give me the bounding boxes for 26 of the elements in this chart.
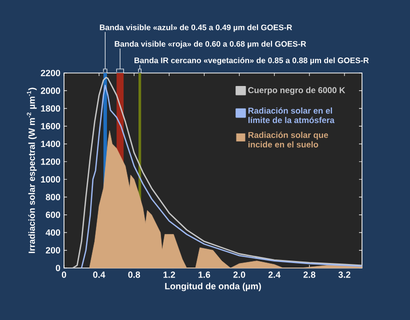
legend-label: Cuerpo negro de 6000 K: [248, 86, 346, 95]
y-tick-label: 1600: [41, 123, 60, 130]
x-tick-label: 0.8: [128, 272, 140, 278]
legend-label: Radiación solar en el límite de la atmósfera: [248, 107, 335, 124]
y-tick-label: 800: [46, 194, 60, 200]
y-tick-label: 1000: [41, 176, 60, 183]
x-tick-label: 2.0: [233, 272, 246, 278]
legend-label: Radiación solar que incide en el suelo: [248, 132, 328, 148]
x-tick-label: 3.2: [338, 272, 350, 278]
x-axis-title: Longitud de onda (µm): [165, 282, 261, 292]
y-tick-label: 400: [46, 229, 60, 236]
y-tick-label: 2200: [40, 70, 60, 76]
y-tick-label: 0: [56, 264, 60, 272]
x-tick-label: 0: [62, 272, 66, 278]
x-tick-label: 2.8: [303, 272, 316, 278]
y-tick-label: 1200: [41, 158, 60, 165]
x-tick-label: 1.6: [198, 272, 210, 278]
y-tick-label: 200: [46, 247, 60, 254]
x-tick-label: 2.4: [268, 272, 281, 278]
y-tick-label: 1800: [41, 105, 60, 112]
y-tick-label: 2000: [40, 88, 60, 94]
x-tick-label: 0.4: [93, 272, 106, 278]
y-axis-title: Irradiación solar espectral (W m$^{-2}$ µm$^{-1}$): [26, 88, 37, 254]
x-tick-label: 1.2: [164, 272, 176, 278]
y-tick-label: 600: [46, 212, 60, 218]
y-tick-label: 1400: [41, 140, 60, 148]
